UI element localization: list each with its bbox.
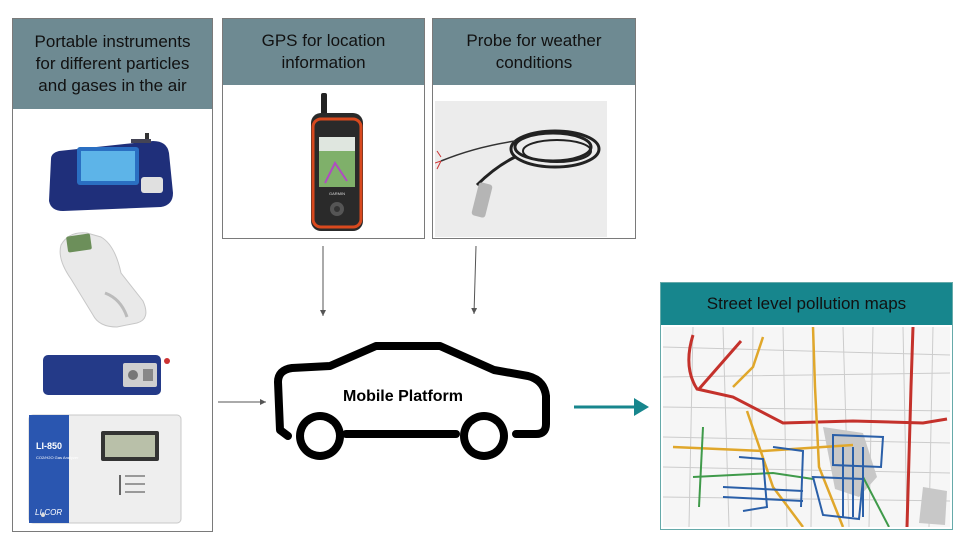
handheld-monitor-image xyxy=(59,232,147,328)
gps-panel-title: GPS for location information xyxy=(223,19,424,85)
li850-model-text: LI-850 xyxy=(36,441,62,451)
gps-panel: GPS for location information GARMIN xyxy=(222,18,425,239)
probe-panel: Probe for weather conditions xyxy=(432,18,636,239)
dust-monitor-image xyxy=(49,133,173,211)
mobile-platform-car-icon xyxy=(274,342,550,460)
weather-probe-image xyxy=(435,101,607,237)
gps-brand-text: GARMIN xyxy=(329,191,345,196)
pump-unit-image xyxy=(43,355,170,395)
maps-panel: Street level pollution maps xyxy=(660,282,953,530)
instruments-panel-title: Portable instruments for different parti… xyxy=(13,19,212,109)
maps-panel-title: Street level pollution maps xyxy=(661,283,952,325)
li850-brand-text: LI-COR xyxy=(35,508,62,517)
instruments-panel: Portable instruments for different parti… xyxy=(12,18,213,532)
gps-device-image: GARMIN xyxy=(311,93,363,231)
pollution-map-image xyxy=(663,327,950,527)
li850-analyzer-image: LI-850 CO2/H2O Gas Analyzer LI-COR xyxy=(28,414,182,524)
probe-panel-title: Probe for weather conditions xyxy=(433,19,635,85)
probe-to-platform-arrow xyxy=(471,245,478,315)
mobile-platform-label: Mobile Platform xyxy=(342,388,463,405)
li850-sub-text: CO2/H2O Gas Analyzer xyxy=(36,455,79,460)
